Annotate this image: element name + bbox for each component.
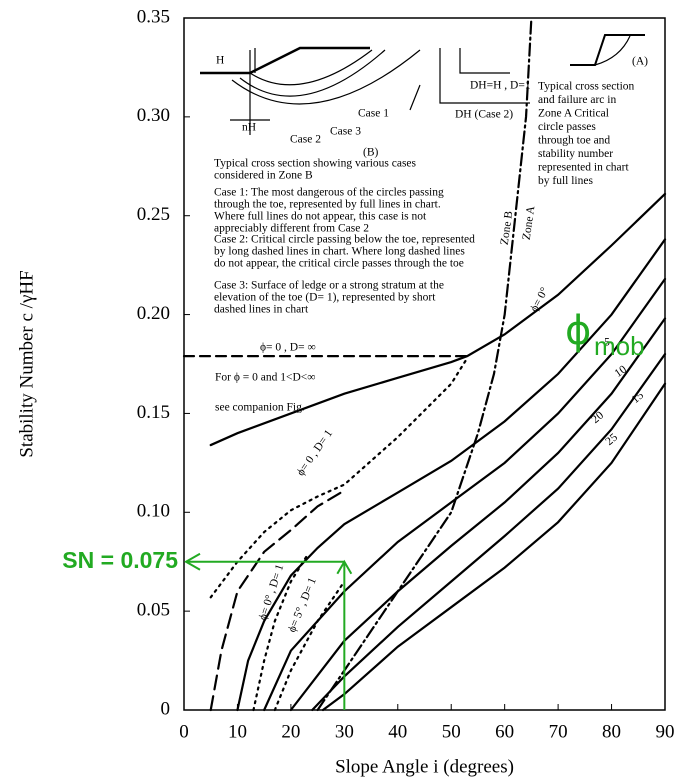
curve bbox=[311, 353, 667, 712]
annotation: circle passes bbox=[538, 121, 596, 133]
annotation: Typical cross section showing various ca… bbox=[214, 158, 417, 170]
y-tick-label: 0.05 bbox=[137, 600, 170, 621]
x-tick-label: 70 bbox=[549, 721, 568, 742]
annotation: Case 2 bbox=[290, 134, 321, 146]
annotation: H bbox=[216, 55, 224, 67]
annotation: Case 1: The most dangerous of the circle… bbox=[214, 187, 444, 199]
annotation: Case 1 bbox=[358, 108, 389, 120]
annotation: ϕ= 0 , D= 1 bbox=[295, 428, 335, 479]
x-tick-label: 80 bbox=[602, 721, 621, 742]
curve bbox=[209, 489, 346, 712]
marker-arrowhead bbox=[183, 552, 201, 571]
annotation: and failure arc in bbox=[538, 94, 616, 106]
curve bbox=[252, 554, 309, 712]
curve bbox=[321, 382, 667, 712]
x-tick-label: 40 bbox=[388, 721, 407, 742]
curve bbox=[273, 580, 346, 712]
annotation: Zone A Critical bbox=[538, 108, 609, 120]
annotation: Case 3: Surface of ledge or a strong str… bbox=[214, 280, 444, 292]
annotation: Case 3 bbox=[330, 126, 361, 138]
annotation: ϕ= 0 , D= ∞ bbox=[260, 342, 316, 354]
curve bbox=[209, 356, 469, 599]
annotation: nH bbox=[242, 122, 256, 134]
annotation: considered in Zone B bbox=[214, 170, 313, 182]
annotation: Where full lines do not appear, this cas… bbox=[214, 211, 427, 223]
curve-label: 5 bbox=[604, 337, 610, 349]
annotation: see companion Fig. bbox=[215, 402, 305, 414]
x-tick-label: 10 bbox=[228, 721, 247, 742]
phi-symbol: ϕ bbox=[565, 308, 591, 354]
annotation: For ϕ = 0 and 1<D<∞ bbox=[215, 372, 315, 384]
y-tick-label: 0.10 bbox=[137, 501, 170, 522]
curve bbox=[209, 192, 667, 447]
phi-subscript: mob bbox=[594, 331, 645, 361]
curve bbox=[263, 277, 667, 712]
x-tick-label: 60 bbox=[495, 721, 514, 742]
annotation: do not appear, the critical circle passe… bbox=[214, 258, 464, 270]
curve bbox=[236, 238, 667, 712]
annotation: by full lines bbox=[538, 175, 593, 187]
annotation: (A) bbox=[632, 56, 648, 68]
y-axis-label: Stability Number c /γHF bbox=[16, 270, 37, 457]
x-tick-label: 0 bbox=[179, 721, 189, 742]
annotation: represented in chart bbox=[538, 162, 629, 174]
annotation: by long dashed lines in chart. Where lon… bbox=[214, 246, 465, 258]
curve-label: ϕ= 0° bbox=[528, 285, 551, 314]
x-axis-label: Slope Angle i (degrees) bbox=[335, 756, 514, 777]
annotation: DH (Case 2) bbox=[455, 109, 513, 121]
marker-label: SN = 0.075 bbox=[62, 547, 178, 573]
annotation: through the toe, represented by full lin… bbox=[214, 199, 441, 211]
annotation: (B) bbox=[363, 147, 379, 159]
y-tick-label: 0.30 bbox=[137, 105, 170, 126]
y-tick-label: 0.35 bbox=[137, 6, 170, 27]
y-tick-label: 0 bbox=[161, 698, 171, 719]
curve bbox=[289, 317, 667, 712]
annotation: DH=H , D=1 bbox=[470, 80, 531, 92]
curve-label: 20 bbox=[590, 409, 607, 426]
x-tick-label: 30 bbox=[335, 721, 354, 742]
curve bbox=[316, 16, 533, 712]
annotation: elevation of the toe (D= 1), represented… bbox=[214, 292, 436, 304]
annotation: Case 2: Critical circle passing below th… bbox=[214, 234, 475, 246]
x-tick-label: 50 bbox=[442, 721, 461, 742]
y-tick-label: 0.15 bbox=[137, 402, 170, 423]
x-tick-label: 20 bbox=[281, 721, 300, 742]
y-tick-label: 0.25 bbox=[137, 204, 170, 225]
annotation: Zone A bbox=[521, 205, 538, 241]
plot-frame bbox=[183, 17, 666, 711]
annotation: dashed lines in chart bbox=[214, 304, 309, 316]
schematic bbox=[200, 34, 645, 135]
annotation: appreciably different from Case 2 bbox=[214, 223, 369, 235]
y-tick-label: 0.20 bbox=[137, 303, 170, 324]
x-tick-label: 90 bbox=[656, 721, 675, 742]
annotation: stability number bbox=[538, 148, 613, 160]
annotation: through toe and bbox=[538, 135, 610, 147]
annotation: Zone B bbox=[499, 210, 516, 246]
annotation: Typical cross section bbox=[538, 81, 635, 93]
